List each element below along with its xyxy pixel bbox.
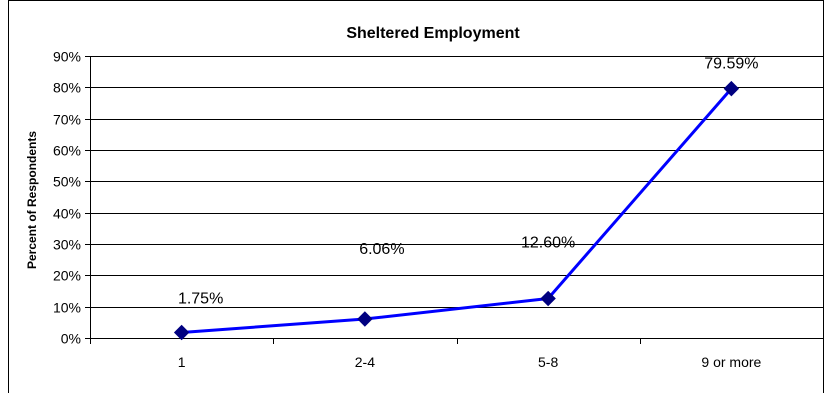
data-point-marker <box>173 324 190 341</box>
x-tick-labels: 1 2-4 5-8 9 or more <box>178 354 762 370</box>
data-label: 79.59% <box>704 56 758 73</box>
x-tick-label: 9 or more <box>701 354 761 370</box>
y-tick-labels: 0% 10% 20% 30% 40% 50% 60% 70% 80% 90% <box>53 49 81 347</box>
y-axis-title: Percent of Respondents <box>25 131 39 269</box>
y-tick-label: 30% <box>53 237 81 253</box>
data-point-marker <box>540 290 556 307</box>
x-tick-label: 2-4 <box>355 354 375 370</box>
data-point-marker <box>723 80 740 97</box>
y-tick-label: 60% <box>53 143 81 159</box>
data-label: 6.06% <box>359 241 404 258</box>
series-markers <box>173 80 740 341</box>
y-tick-label: 40% <box>53 206 81 222</box>
y-tick-label: 50% <box>53 174 81 190</box>
data-label: 12.60% <box>521 235 575 252</box>
y-tick-label: 90% <box>53 49 81 65</box>
data-point-marker <box>357 311 373 327</box>
x-tick-label: 1 <box>178 354 186 370</box>
data-label: 1.75% <box>178 291 223 308</box>
y-tick-label: 80% <box>53 80 81 96</box>
y-tick-label: 70% <box>53 112 81 128</box>
series-line-path <box>181 87 733 335</box>
chart-border <box>8 0 824 393</box>
y-tick-label: 0% <box>61 331 81 347</box>
data-labels: 1.75% 6.06% 12.60% 79.59% <box>178 56 759 308</box>
y-tick-label: 20% <box>53 268 81 284</box>
gridlines <box>90 56 823 308</box>
x-tick-label: 5-8 <box>538 354 558 370</box>
chart-title: Sheltered Employment <box>346 25 520 42</box>
series-line <box>181 87 733 335</box>
axes <box>85 56 824 344</box>
y-tick-label: 10% <box>53 300 81 316</box>
